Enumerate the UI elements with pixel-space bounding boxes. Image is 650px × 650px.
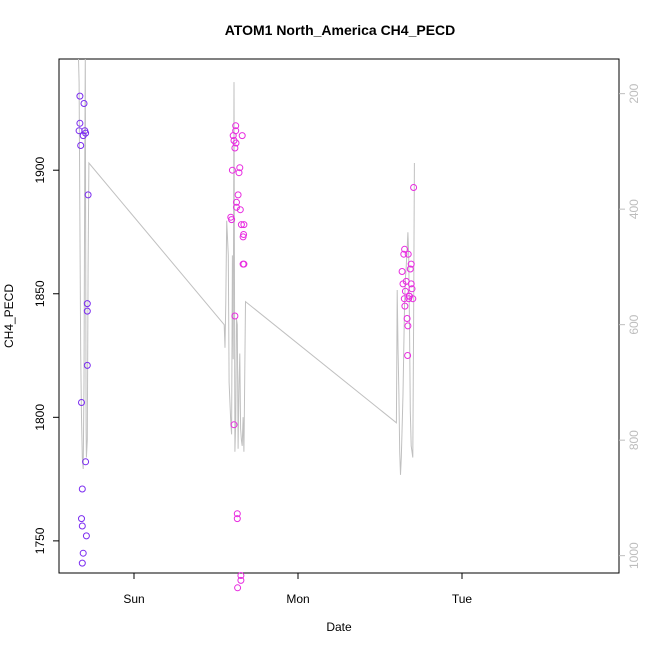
data-point bbox=[79, 549, 87, 557]
data-point bbox=[234, 191, 242, 199]
y-axis-right: 200 400 600 800 1000 bbox=[619, 83, 641, 569]
y2-tick-label: 1000 bbox=[627, 542, 641, 569]
data-point bbox=[233, 203, 240, 211]
y-axis-label: CH4_PECD bbox=[2, 284, 16, 348]
data-point bbox=[80, 100, 88, 107]
data-point bbox=[404, 352, 412, 359]
data-point bbox=[401, 245, 409, 253]
data-point bbox=[236, 164, 244, 172]
data-point bbox=[237, 221, 245, 229]
altitude-line bbox=[78, 59, 415, 475]
data-point bbox=[401, 302, 409, 310]
data-point bbox=[407, 260, 415, 268]
chart-title: ATOM1 North_America CH4_PECD bbox=[225, 22, 456, 38]
data-point bbox=[235, 169, 243, 177]
data-point bbox=[404, 322, 412, 330]
data-point bbox=[236, 206, 244, 214]
data-point bbox=[232, 122, 240, 130]
data-point bbox=[78, 399, 85, 406]
data-point bbox=[232, 127, 240, 135]
data-point bbox=[82, 532, 90, 540]
data-point bbox=[407, 280, 415, 288]
y-tick-label: 1850 bbox=[33, 280, 47, 307]
data-point bbox=[404, 250, 412, 258]
data-point bbox=[230, 421, 238, 429]
data-point bbox=[234, 584, 242, 592]
data-point bbox=[240, 260, 248, 268]
data-point bbox=[78, 559, 86, 567]
data-point bbox=[409, 295, 417, 303]
data-point bbox=[84, 191, 92, 199]
data-point bbox=[403, 315, 411, 322]
y-tick-label: 1800 bbox=[33, 404, 47, 431]
data-point bbox=[406, 265, 414, 273]
y2-tick-label: 800 bbox=[627, 430, 641, 450]
data-point bbox=[83, 300, 91, 308]
x-tick-label: Sun bbox=[123, 592, 144, 606]
data-point bbox=[83, 307, 91, 315]
data-point bbox=[76, 119, 84, 127]
plot-frame bbox=[58, 58, 620, 574]
data-point bbox=[231, 312, 239, 320]
data-point bbox=[78, 515, 85, 523]
data-point bbox=[408, 285, 416, 293]
data-point bbox=[398, 268, 406, 275]
y2-tick-label: 400 bbox=[627, 199, 641, 219]
data-point bbox=[228, 166, 236, 174]
altitude-line-layer bbox=[78, 59, 415, 475]
data-point bbox=[400, 250, 408, 258]
data-point bbox=[238, 132, 246, 140]
y2-tick-label: 200 bbox=[627, 83, 641, 103]
data-point bbox=[233, 510, 241, 518]
x-tick-label: Mon bbox=[286, 592, 309, 606]
data-point bbox=[76, 92, 84, 100]
data-point bbox=[77, 142, 85, 149]
points-layer bbox=[75, 92, 418, 592]
data-point bbox=[82, 458, 90, 466]
data-point bbox=[233, 515, 241, 523]
data-point bbox=[240, 221, 248, 229]
data-point bbox=[78, 485, 86, 493]
x-axis-label: Date bbox=[326, 620, 352, 634]
data-point bbox=[83, 361, 91, 369]
y-tick-label: 1750 bbox=[33, 527, 47, 554]
y2-tick-label: 600 bbox=[627, 314, 641, 334]
data-point bbox=[82, 129, 90, 137]
data-point bbox=[240, 231, 248, 238]
data-point bbox=[401, 287, 409, 295]
data-point bbox=[237, 576, 245, 584]
data-point bbox=[232, 139, 240, 147]
y-tick-label: 1900 bbox=[33, 157, 47, 184]
data-point bbox=[237, 572, 245, 579]
data-point bbox=[228, 216, 236, 224]
data-point bbox=[410, 184, 418, 191]
x-tick-label: Tue bbox=[452, 592, 473, 606]
data-point bbox=[78, 522, 86, 530]
data-point bbox=[231, 144, 239, 152]
data-point bbox=[233, 198, 240, 206]
y-axis-left: 1750 1800 1850 1900 bbox=[33, 157, 59, 554]
x-axis: Sun Mon Tue bbox=[123, 573, 472, 606]
